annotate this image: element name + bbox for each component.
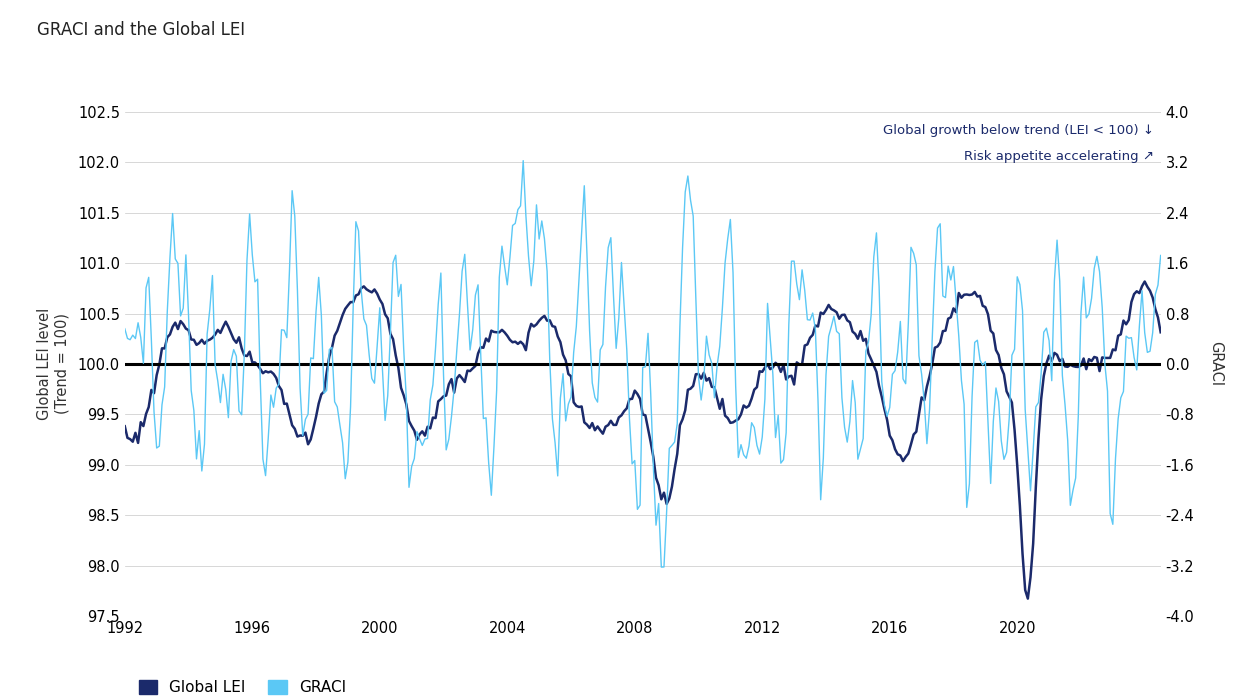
Text: Global growth below trend (LEI < 100) ↓: Global growth below trend (LEI < 100) ↓ <box>884 124 1154 137</box>
Text: Risk appetite accelerating ↗: Risk appetite accelerating ↗ <box>965 150 1154 163</box>
Text: GRACI and the Global LEI: GRACI and the Global LEI <box>37 21 246 39</box>
Legend: Global LEI, GRACI: Global LEI, GRACI <box>132 674 352 700</box>
Y-axis label: Global LEI level
(Trend = 100): Global LEI level (Trend = 100) <box>37 308 70 420</box>
Y-axis label: GRACI: GRACI <box>1208 342 1223 386</box>
